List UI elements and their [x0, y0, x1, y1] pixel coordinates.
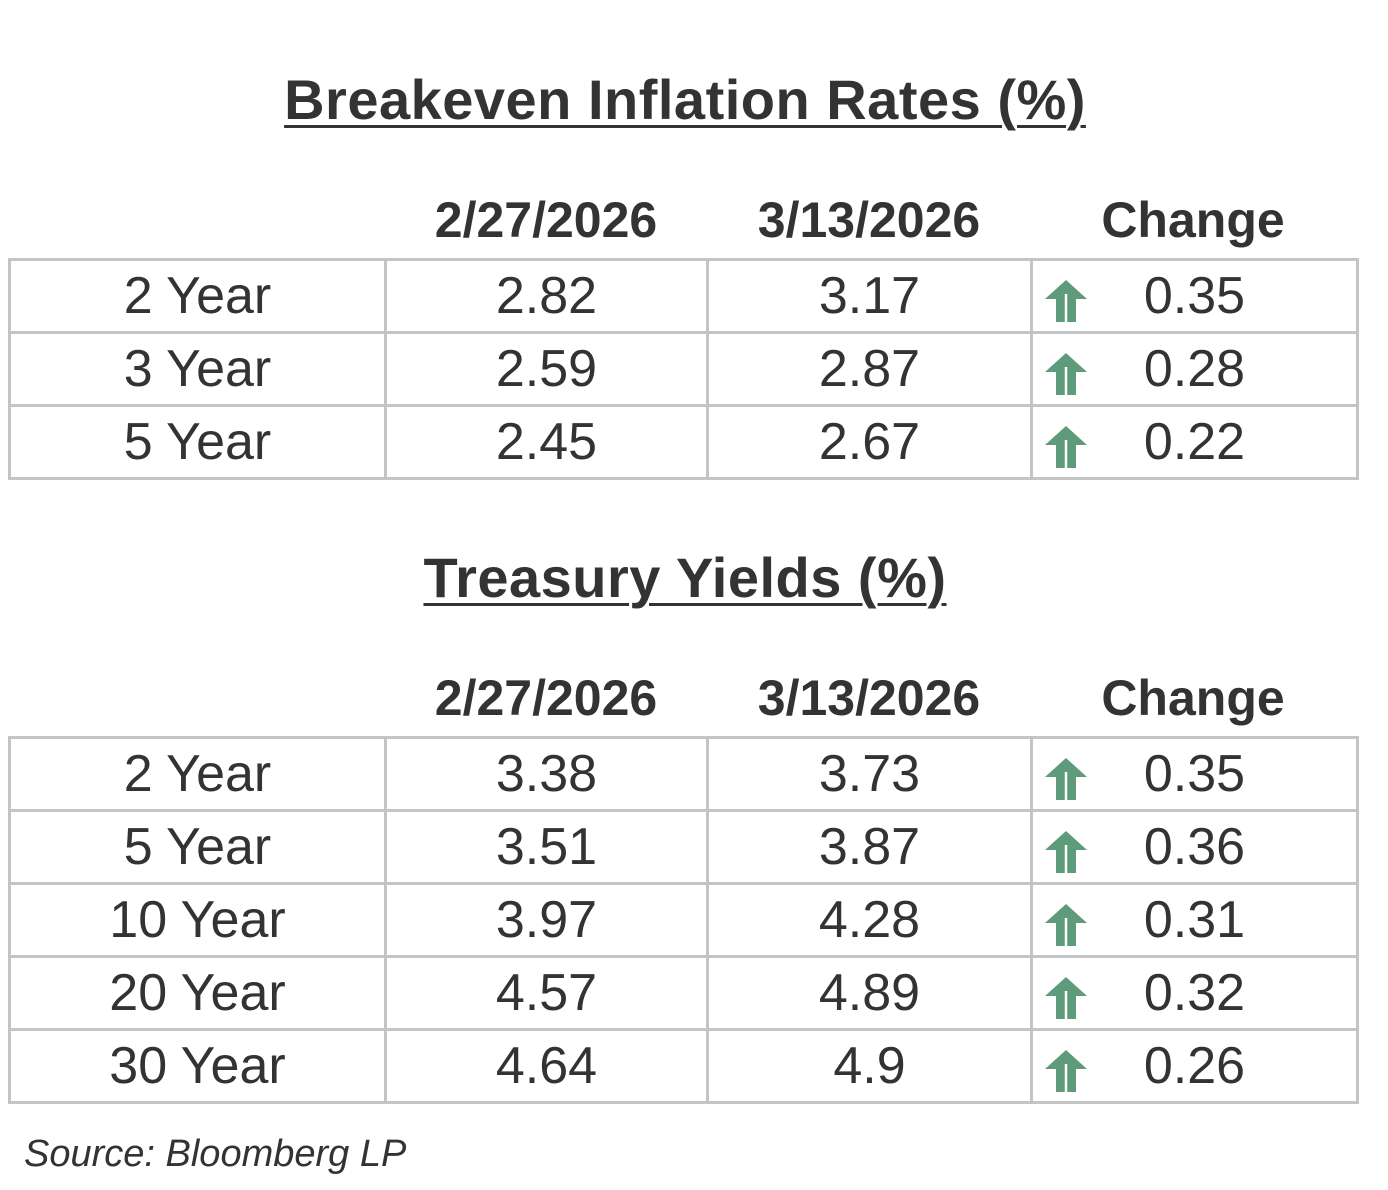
source-note: Source: Bloomberg LP — [24, 1133, 407, 1175]
row-label: 10 Year — [8, 882, 387, 958]
treasury-header-date-2: 3/13/2026 — [757, 670, 981, 726]
change-value: 0.31 — [1143, 891, 1246, 949]
treasury-header-date-1: 2/27/2026 — [434, 670, 658, 726]
change-cell: 0.22 — [1030, 404, 1359, 480]
row-label: 2 Year — [8, 258, 387, 334]
value-date-2: 2.87 — [706, 331, 1033, 407]
value-date-1: 3.51 — [384, 809, 709, 885]
table-row: 3 Year 2.59 2.87 0.28 — [8, 331, 1359, 407]
value-date-1: 2.59 — [384, 331, 709, 407]
change-value: 0.28 — [1143, 340, 1246, 398]
change-value: 0.35 — [1143, 267, 1246, 325]
arrow-up-icon — [1045, 426, 1087, 468]
change-value: 0.32 — [1143, 964, 1246, 1022]
change-cell: 0.26 — [1030, 1028, 1359, 1104]
value-date-1: 2.82 — [384, 258, 709, 334]
value-date-1: 3.38 — [384, 736, 709, 812]
value-date-2: 3.73 — [706, 736, 1033, 812]
table-row: 2 Year 3.38 3.73 0.35 — [8, 736, 1359, 812]
breakeven-header-date-2: 3/13/2026 — [757, 192, 981, 248]
change-cell: 0.36 — [1030, 809, 1359, 885]
breakeven-table: 2 Year 2.82 3.17 0.35 3 Year 2.59 2.87 0.28 5 Ye… — [8, 258, 1359, 480]
table-row: 5 Year 3.51 3.87 0.36 — [8, 809, 1359, 885]
value-date-1: 2.45 — [384, 404, 709, 480]
value-date-2: 3.17 — [706, 258, 1033, 334]
arrow-up-icon — [1045, 1050, 1087, 1092]
treasury-header-change: Change — [1101, 670, 1285, 726]
row-label: 2 Year — [8, 736, 387, 812]
arrow-up-icon — [1045, 977, 1087, 1019]
breakeven-header-date-1: 2/27/2026 — [434, 192, 658, 248]
row-label: 5 Year — [8, 404, 387, 480]
table-row: 10 Year 3.97 4.28 0.31 — [8, 882, 1359, 958]
value-date-2: 4.28 — [706, 882, 1033, 958]
change-value: 0.22 — [1143, 413, 1246, 471]
value-date-2: 3.87 — [706, 809, 1033, 885]
value-date-1: 3.97 — [384, 882, 709, 958]
table-row: 5 Year 2.45 2.67 0.22 — [8, 404, 1359, 480]
row-label: 3 Year — [8, 331, 387, 407]
table-row: 30 Year 4.64 4.9 0.26 — [8, 1028, 1359, 1104]
breakeven-title: Breakeven Inflation Rates (%) — [284, 68, 1086, 131]
change-cell: 0.28 — [1030, 331, 1359, 407]
table-row: 20 Year 4.57 4.89 0.32 — [8, 955, 1359, 1031]
change-cell: 0.32 — [1030, 955, 1359, 1031]
breakeven-header-change: Change — [1101, 192, 1285, 248]
row-label: 30 Year — [8, 1028, 387, 1104]
value-date-2: 4.9 — [706, 1028, 1033, 1104]
arrow-up-icon — [1045, 280, 1087, 322]
change-cell: 0.35 — [1030, 736, 1359, 812]
arrow-up-icon — [1045, 758, 1087, 800]
treasury-title: Treasury Yields (%) — [423, 546, 947, 609]
change-value: 0.36 — [1143, 818, 1246, 876]
arrow-up-icon — [1045, 353, 1087, 395]
change-cell: 0.35 — [1030, 258, 1359, 334]
row-label: 5 Year — [8, 809, 387, 885]
value-date-1: 4.64 — [384, 1028, 709, 1104]
change-cell: 0.31 — [1030, 882, 1359, 958]
arrow-up-icon — [1045, 831, 1087, 873]
change-value: 0.26 — [1143, 1037, 1246, 1095]
value-date-2: 2.67 — [706, 404, 1033, 480]
value-date-2: 4.89 — [706, 955, 1033, 1031]
table-row: 2 Year 2.82 3.17 0.35 — [8, 258, 1359, 334]
arrow-up-icon — [1045, 904, 1087, 946]
change-value: 0.35 — [1143, 745, 1246, 803]
row-label: 20 Year — [8, 955, 387, 1031]
value-date-1: 4.57 — [384, 955, 709, 1031]
treasury-table: 2 Year 3.38 3.73 0.35 5 Year 3.51 3.87 0.36 10 Y… — [8, 736, 1359, 1104]
